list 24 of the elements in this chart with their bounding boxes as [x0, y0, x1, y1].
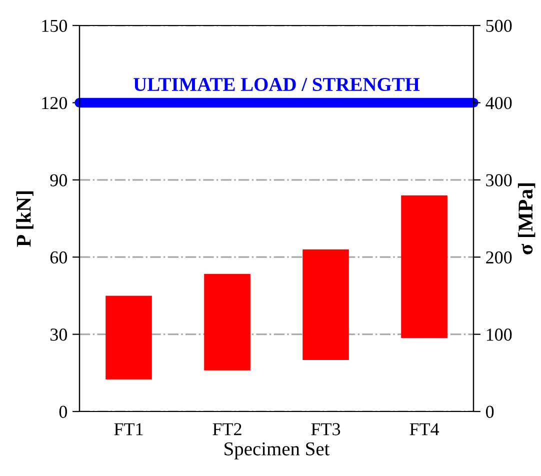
x-tick-label: FT3	[311, 423, 340, 436]
x-tick-label: FT1	[114, 423, 143, 436]
x-axis-title: Specimen Set	[224, 442, 330, 460]
x-tick-label: FT2	[212, 423, 242, 436]
y2-tick-label: 0	[486, 406, 494, 418]
y2-tick-label: 400	[486, 96, 512, 110]
bar	[401, 195, 448, 338]
y-tick-label: 90	[50, 174, 68, 186]
y-tick-label: 30	[50, 328, 68, 341]
y2-tick-label: 200	[486, 251, 512, 264]
y2-tick-label: 100	[486, 328, 512, 341]
y-tick-label: 150	[42, 20, 68, 32]
y2-axis-title: σ [MPa]	[518, 183, 536, 254]
y-tick-label: 0	[59, 406, 68, 418]
y-tick-label: 60	[50, 251, 68, 264]
y-axis-title: P [kN]	[16, 191, 34, 247]
y2-tick-label: 300	[486, 174, 512, 186]
bar	[204, 274, 250, 370]
y-tick-label: 120	[42, 96, 68, 110]
x-tick-label: FT4	[410, 423, 440, 436]
y2-tick-label: 500	[486, 20, 512, 32]
ref-line-label: ULTIMATE LOAD / STRENGTH	[134, 78, 420, 92]
bar	[106, 296, 152, 380]
bar	[302, 249, 349, 360]
